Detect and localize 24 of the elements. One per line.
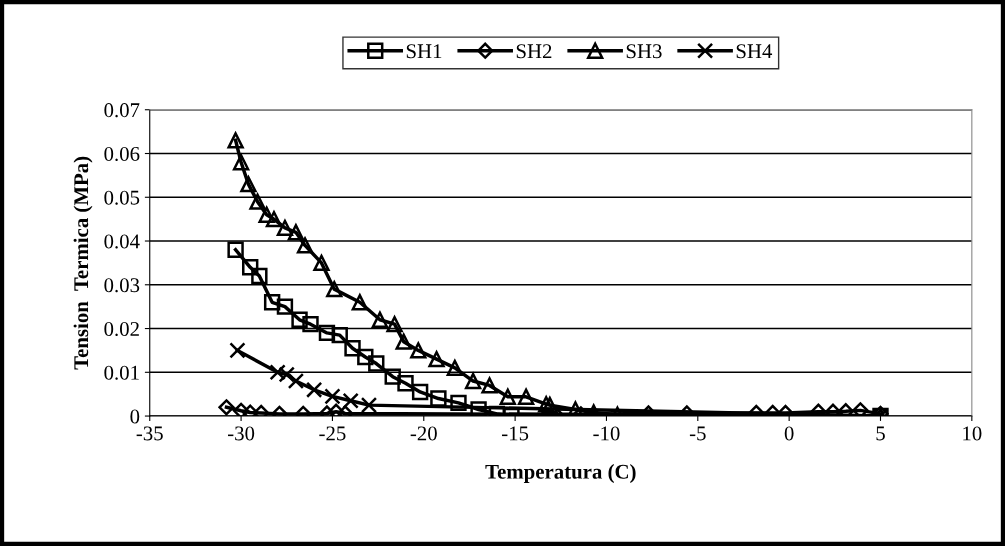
y-tick-label: 0.03 [104, 278, 140, 293]
x-tick-label: 10 [963, 426, 982, 441]
y-tick-label: 0.04 [104, 234, 140, 249]
x-tick-label: 0 [784, 426, 794, 441]
x-axis-title: Temperatura (C) [485, 464, 636, 484]
x-tick-label: -25 [319, 426, 346, 441]
legend-label: SH3 [626, 44, 662, 59]
x-tick-label: -35 [136, 426, 163, 441]
x-tick-label: -20 [410, 426, 437, 441]
x-tick-label: -10 [593, 426, 620, 441]
y-tick-label: 0.01 [104, 365, 139, 380]
x-tick-label: -5 [689, 426, 706, 441]
y-tick-label: 0.05 [104, 190, 140, 205]
x-tick-label: 5 [876, 426, 885, 441]
legend-label: SH2 [516, 44, 552, 59]
y-tick-label: 0.07 [104, 103, 140, 118]
y-tick-label: 0.02 [104, 321, 139, 337]
y-tick-label: 0 [130, 409, 140, 424]
x-tick-label: -30 [227, 426, 255, 441]
x-tick-label: -15 [502, 426, 529, 441]
legend-label: SH4 [736, 44, 773, 59]
legend-label: SH1 [406, 44, 442, 59]
y-tick-label: 0.06 [104, 146, 140, 162]
y-axis-title: Tension Termica (MPa) [73, 156, 93, 370]
